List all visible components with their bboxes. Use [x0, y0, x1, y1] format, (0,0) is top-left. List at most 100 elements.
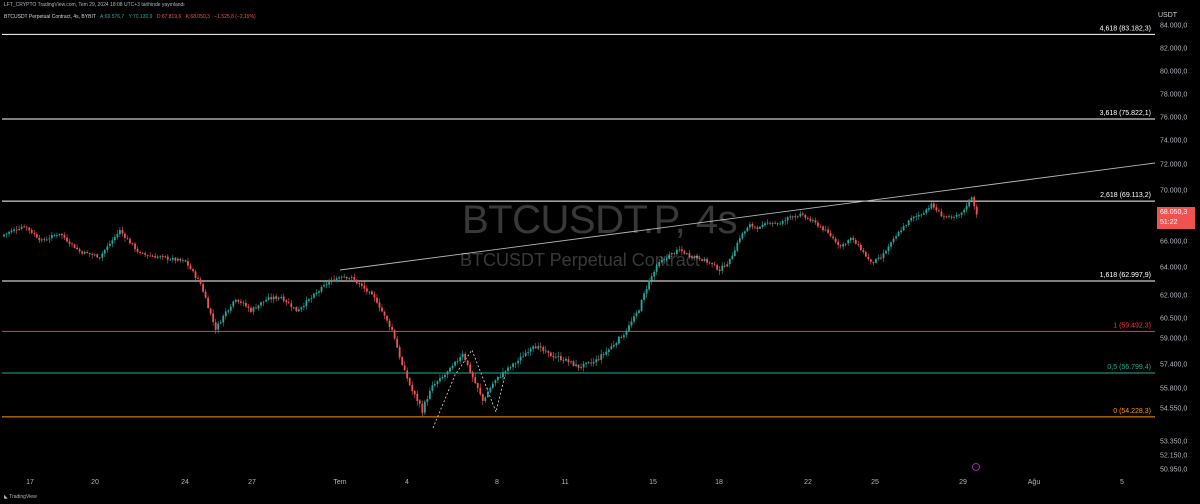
time-tick-label: Ağu: [1028, 479, 1041, 486]
candle: [86, 250, 89, 254]
candle: [68, 238, 71, 247]
candle: [524, 349, 527, 358]
candle: [403, 361, 406, 371]
candle: [738, 235, 741, 245]
tradingview-brand: TradingView: [9, 494, 37, 500]
candle: [784, 217, 787, 226]
candle: [96, 253, 99, 259]
candle: [325, 281, 328, 289]
candle: [628, 321, 630, 333]
symbol-title[interactable]: BTCUSDT Perpetual Contract, 4s, BYBIT: [4, 14, 96, 20]
candle: [759, 225, 761, 230]
candle: [678, 245, 681, 253]
candle: [640, 298, 643, 313]
candle: [706, 257, 708, 266]
candle: [653, 269, 656, 280]
fib-level-label-1: 3,618 (75.822,1): [1100, 110, 1151, 117]
ohlc-high: Y:70.130,9: [128, 14, 153, 20]
candle: [151, 254, 154, 257]
candlestick-series: [3, 195, 978, 417]
price-axis[interactable]: 50.950,0 52.150,0 53.350,0 54.550,0 55.800,0…: [1160, 23, 1187, 474]
candle: [955, 212, 958, 219]
candle: [373, 291, 376, 302]
candle: [789, 214, 792, 220]
candle: [242, 300, 245, 307]
fib-level-label-3: 1,618 (62.997,9): [1100, 272, 1151, 279]
candle: [81, 250, 84, 256]
candle: [106, 242, 109, 253]
candle: [857, 240, 860, 247]
candle: [683, 249, 686, 255]
resistance-trendline[interactable]: [339, 162, 1156, 271]
candle: [459, 353, 462, 365]
candle: [285, 298, 288, 306]
candle: [781, 219, 784, 226]
publish-info: LFT_CRYPTO TradingView.com, Tem 29, 2024…: [4, 2, 185, 8]
candle: [355, 279, 358, 285]
tradingview-logo[interactable]: ◣ TradingView: [4, 494, 37, 500]
candle: [345, 276, 348, 282]
candle: [434, 380, 436, 388]
candle: [421, 400, 424, 417]
candle: [134, 242, 136, 253]
candle: [975, 204, 978, 219]
candle: [859, 242, 862, 252]
candle: [756, 225, 759, 233]
candle: [426, 395, 429, 406]
trendline-drawings[interactable]: [339, 162, 1156, 429]
candle: [728, 258, 731, 268]
event-marker-icon[interactable]: [972, 463, 980, 471]
double-bottom-pattern[interactable]: [432, 349, 506, 429]
candle: [519, 352, 522, 365]
candle: [844, 242, 847, 247]
candle: [247, 303, 250, 312]
price-tick-label: 76.000,0: [1160, 115, 1187, 122]
candle: [547, 350, 550, 358]
candle: [605, 347, 608, 357]
candle: [814, 217, 817, 225]
candle: [776, 222, 779, 227]
candle: [554, 353, 557, 360]
candle: [444, 372, 446, 382]
candle: [217, 320, 220, 334]
candle: [741, 231, 744, 240]
candle: [333, 275, 336, 283]
candle: [945, 215, 948, 219]
candle: [875, 258, 877, 264]
candle: [50, 232, 53, 241]
candle: [801, 211, 804, 217]
fib-level-label-2: 2,618 (69.113,2): [1100, 192, 1151, 199]
candle: [935, 204, 938, 213]
candle: [567, 356, 570, 367]
ohlc-change: −1.525,8 (−2,19%): [214, 14, 256, 20]
candle: [953, 215, 955, 221]
candle: [799, 210, 802, 218]
tradingview-logo-icon: ◣: [4, 494, 8, 500]
price-axis-unit[interactable]: USDT: [1158, 12, 1178, 19]
candle: [61, 233, 63, 240]
fibonacci-extension[interactable]: [2, 33, 1155, 418]
candle: [819, 224, 822, 229]
candle: [13, 226, 15, 233]
candle: [544, 345, 547, 355]
candle: [156, 254, 159, 260]
candle: [912, 215, 915, 222]
candle: [126, 235, 129, 240]
candle: [83, 250, 86, 255]
time-axis[interactable]: 17 20 24 27 Tem 4 8 11 15 18 22 25 29 Ağu 5: [26, 479, 1124, 486]
candle: [514, 361, 517, 368]
price-tick-label: 50.950,0: [1160, 467, 1187, 474]
candle: [439, 374, 441, 384]
candle: [275, 293, 278, 302]
candle: [552, 352, 555, 361]
candle: [149, 252, 152, 257]
price-tick-label: 57.400,0: [1160, 362, 1187, 369]
candle: [383, 310, 386, 320]
candle: [232, 300, 235, 309]
candle: [300, 306, 303, 312]
candle: [832, 233, 834, 240]
candle: [869, 258, 872, 265]
candle: [817, 220, 819, 229]
watermark-description: BTCUSDT Perpetual Contract: [460, 250, 700, 270]
